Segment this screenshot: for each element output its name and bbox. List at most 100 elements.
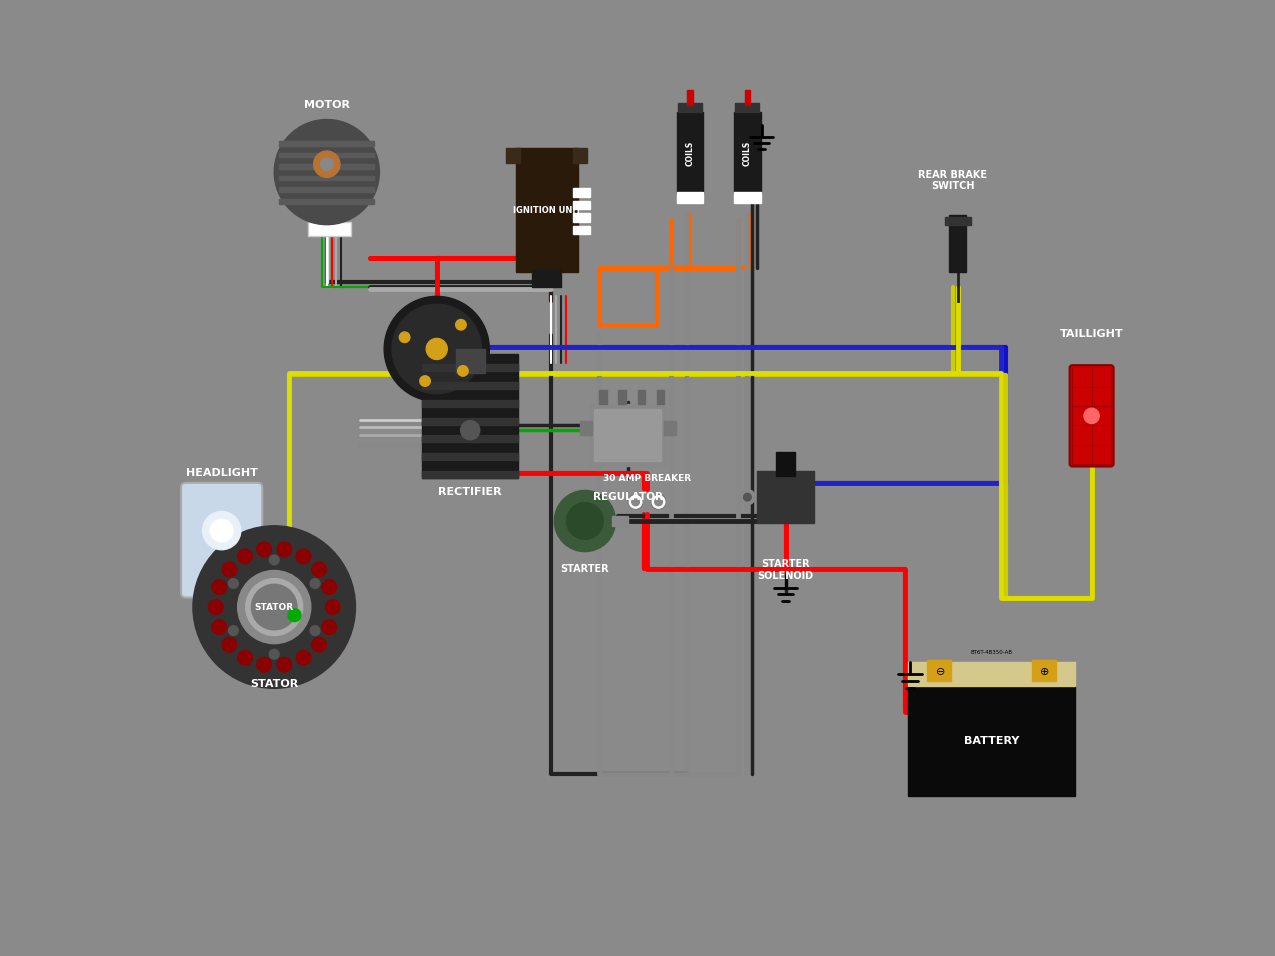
Bar: [572, 226, 590, 234]
Circle shape: [310, 626, 320, 636]
Circle shape: [212, 579, 227, 595]
Text: BT6T-4B350-AB: BT6T-4B350-AB: [970, 650, 1012, 655]
Circle shape: [458, 365, 468, 376]
Bar: [734, 191, 761, 204]
Circle shape: [311, 638, 326, 652]
Text: 30 AMP BREAKER: 30 AMP BREAKER: [603, 474, 691, 483]
Circle shape: [251, 584, 297, 630]
Circle shape: [321, 579, 337, 595]
Circle shape: [228, 578, 238, 588]
Circle shape: [237, 549, 252, 564]
Bar: [590, 403, 666, 467]
Circle shape: [632, 498, 639, 506]
Bar: [776, 452, 796, 476]
Bar: [927, 660, 951, 681]
Bar: [422, 471, 518, 478]
Bar: [734, 113, 761, 194]
Bar: [677, 113, 704, 194]
Text: IGNITION UNIT: IGNITION UNIT: [513, 206, 581, 215]
Circle shape: [246, 578, 302, 636]
Circle shape: [321, 619, 337, 635]
Circle shape: [460, 421, 479, 440]
Bar: [745, 91, 750, 105]
Circle shape: [269, 649, 279, 659]
Bar: [515, 148, 578, 272]
Bar: [441, 418, 495, 435]
Circle shape: [222, 638, 237, 652]
Bar: [279, 176, 374, 181]
Bar: [612, 516, 627, 526]
Circle shape: [256, 542, 272, 556]
Text: RECTIFIER: RECTIFIER: [439, 488, 502, 497]
Text: ⊕: ⊕: [1039, 666, 1049, 677]
Bar: [664, 421, 676, 435]
Circle shape: [455, 319, 467, 330]
Circle shape: [743, 493, 751, 501]
Bar: [506, 148, 520, 163]
Bar: [908, 686, 1075, 795]
Circle shape: [419, 376, 430, 386]
Bar: [279, 141, 374, 146]
Bar: [580, 421, 592, 435]
Circle shape: [650, 494, 666, 510]
Bar: [594, 408, 662, 461]
Circle shape: [566, 503, 603, 539]
Text: STARTER: STARTER: [561, 564, 609, 574]
Circle shape: [555, 490, 616, 552]
Bar: [945, 217, 970, 225]
Circle shape: [311, 562, 326, 576]
Text: HEADLIGHT: HEADLIGHT: [186, 468, 258, 478]
Bar: [677, 191, 704, 204]
Text: REAR BRAKE
SWITCH: REAR BRAKE SWITCH: [918, 169, 987, 191]
Bar: [279, 164, 374, 169]
Text: ⊖: ⊖: [936, 666, 946, 677]
Bar: [736, 103, 760, 113]
Bar: [422, 435, 518, 443]
Text: BATTERY: BATTERY: [964, 736, 1019, 746]
Circle shape: [274, 120, 380, 225]
Circle shape: [384, 296, 490, 402]
Text: COILS: COILS: [743, 141, 752, 165]
Text: COILS: COILS: [686, 141, 695, 165]
Circle shape: [237, 650, 252, 665]
Circle shape: [288, 609, 301, 621]
Circle shape: [277, 542, 292, 556]
Text: STATOR: STATOR: [255, 602, 293, 612]
Circle shape: [314, 151, 340, 178]
Bar: [908, 662, 1075, 686]
Circle shape: [269, 555, 279, 565]
Circle shape: [296, 650, 311, 665]
Bar: [572, 201, 590, 209]
Text: TAILLIGHT: TAILLIGHT: [1060, 330, 1123, 339]
Circle shape: [208, 599, 223, 615]
Circle shape: [256, 658, 272, 672]
Circle shape: [237, 571, 311, 643]
Circle shape: [203, 511, 241, 550]
Circle shape: [325, 599, 340, 615]
Bar: [441, 416, 495, 440]
Circle shape: [1084, 408, 1099, 424]
Circle shape: [212, 619, 227, 635]
Bar: [618, 390, 626, 403]
Bar: [678, 103, 703, 113]
Circle shape: [228, 626, 238, 636]
Bar: [422, 364, 518, 372]
Bar: [456, 349, 484, 373]
Circle shape: [193, 526, 356, 688]
Text: STATOR: STATOR: [250, 679, 298, 688]
Text: STARTER
SOLENOID: STARTER SOLENOID: [757, 559, 813, 581]
Bar: [949, 215, 966, 272]
Bar: [279, 153, 374, 158]
Circle shape: [296, 549, 311, 564]
Bar: [533, 270, 561, 287]
Bar: [422, 354, 518, 478]
Bar: [572, 213, 590, 222]
FancyBboxPatch shape: [1070, 365, 1113, 467]
Circle shape: [654, 498, 662, 506]
Circle shape: [391, 304, 482, 394]
Circle shape: [277, 658, 292, 672]
FancyBboxPatch shape: [181, 483, 263, 598]
Bar: [422, 453, 518, 460]
Circle shape: [426, 338, 448, 359]
Bar: [422, 382, 518, 389]
